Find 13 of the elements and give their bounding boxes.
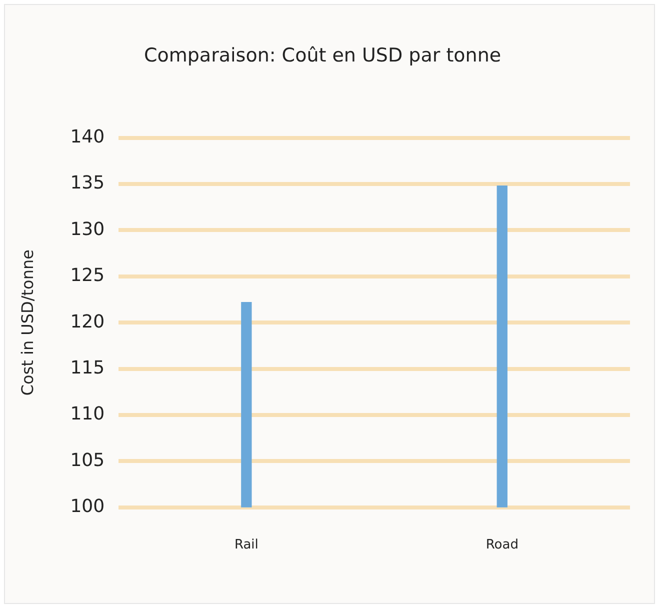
y-tick-label: 120 [70,311,105,332]
y-tick-label: 130 [70,218,105,240]
chart-title: Comparaison: Coût en USD par tonne [144,44,502,66]
y-axis-title: Cost in USD/tonne [18,250,37,396]
y-tick-label: 110 [70,404,105,425]
x-tick-label: Rail [234,538,258,553]
y-tick-label: 100 [70,496,105,518]
y-tick-label: 125 [70,265,105,286]
y-tick-label: 115 [70,357,105,378]
y-tick-label: 135 [70,172,105,194]
y-tick-label: 105 [70,450,105,471]
x-tick-label: Road [486,538,518,553]
y-tick-label: 140 [70,126,105,148]
